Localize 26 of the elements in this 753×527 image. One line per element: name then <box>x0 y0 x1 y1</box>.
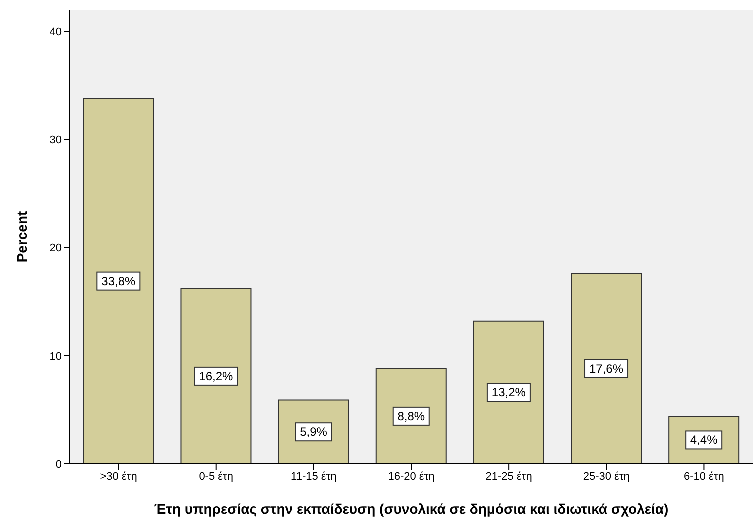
y-tick-label: 0 <box>56 458 62 471</box>
x-axis-title: Έτη υπηρεσίας στην εκπαίδευση (συνολικά σε δημόσια και ιδιωτικά σχολεία) <box>154 501 669 517</box>
data-label: 8,8% <box>398 409 426 424</box>
data-label: 16,2% <box>199 369 234 384</box>
data-label: 13,2% <box>492 386 526 400</box>
y-tick-label: 30 <box>50 134 62 147</box>
x-tick-label: 6-10 έτη <box>684 470 724 483</box>
data-label: 33,8% <box>102 274 136 288</box>
bar <box>376 368 447 464</box>
x-tick-label: >30 έτη <box>100 470 138 483</box>
y-axis-title: Percent <box>14 210 30 263</box>
bar <box>571 273 642 464</box>
x-tick-label: 11-15 έτη <box>291 470 337 483</box>
x-tick-label: 16-20 έτη <box>388 470 435 483</box>
data-label: 17,6% <box>590 362 624 376</box>
bar <box>180 288 252 464</box>
y-tick-label: 10 <box>50 350 62 363</box>
y-tick-label: 20 <box>50 242 62 255</box>
data-label: 4,4% <box>690 433 718 448</box>
x-tick-label: 0-5 έτη <box>199 470 234 483</box>
bar <box>83 98 154 464</box>
data-label: 5,9% <box>300 425 328 440</box>
y-tick-label: 40 <box>50 26 62 39</box>
x-tick-label: 25-30 έτη <box>583 470 630 483</box>
x-tick-label: 21-25 έτη <box>486 470 532 483</box>
bar <box>473 320 544 464</box>
